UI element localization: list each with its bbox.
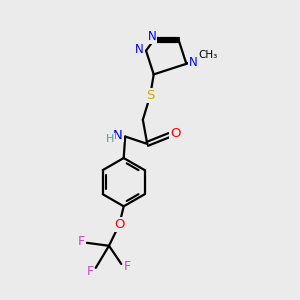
Text: S: S [146, 89, 154, 102]
Text: F: F [86, 265, 93, 278]
Text: CH₃: CH₃ [198, 50, 217, 60]
Text: N: N [148, 30, 157, 43]
Text: F: F [77, 235, 85, 248]
Text: N: N [113, 129, 123, 142]
Text: N: N [135, 43, 144, 56]
Text: O: O [114, 218, 124, 231]
Text: N: N [188, 56, 197, 69]
Text: H: H [106, 134, 114, 144]
Text: F: F [124, 260, 131, 274]
Text: O: O [170, 127, 181, 140]
